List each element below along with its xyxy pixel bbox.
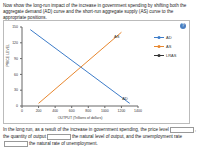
html-text:In the long run, as a result o: In the long run, as a result of the incr… [3,127,169,132]
svg-text:PRICE LEVEL: PRICE LEVEL [8,44,10,67]
svg-text:90: 90 [14,57,18,61]
html-text:LRAS: LRAS [166,53,177,58]
svg-text:0: 0 [16,104,18,108]
html-text:AS: AS [166,44,172,49]
svg-text:OUTPUT (Trillions of dollars): OUTPUT (Trillions of dollars) [58,116,103,120]
html-text:the natural rate of unemployme: the natural rate of unemployment. [29,141,98,146]
html-text:Now show the long-run impact o: Now show the long-run impact of the incr… [3,3,187,20]
svg-text:AD: AD [122,96,128,101]
svg-text:600: 600 [69,109,75,113]
svg-text:120: 120 [12,41,18,45]
svg-text:200: 200 [36,109,42,113]
html-text:the natural level of output, a: the natural level of output, and the une… [71,134,182,139]
svg-text:AS: AS [114,34,120,39]
svg-text:1000: 1000 [101,109,109,113]
html-text:AD: AD [166,35,172,40]
svg-text:800: 800 [85,109,91,113]
svg-text:60: 60 [14,73,18,77]
svg-text:30: 30 [14,88,18,92]
svg-text:1200: 1200 [118,109,126,113]
svg-text:400: 400 [52,109,58,113]
svg-text:1400: 1400 [134,109,142,113]
svg-text:0: 0 [21,109,23,113]
svg-text:150: 150 [12,25,18,29]
html-text:, the quantity of output: , the quantity of output [3,127,196,139]
